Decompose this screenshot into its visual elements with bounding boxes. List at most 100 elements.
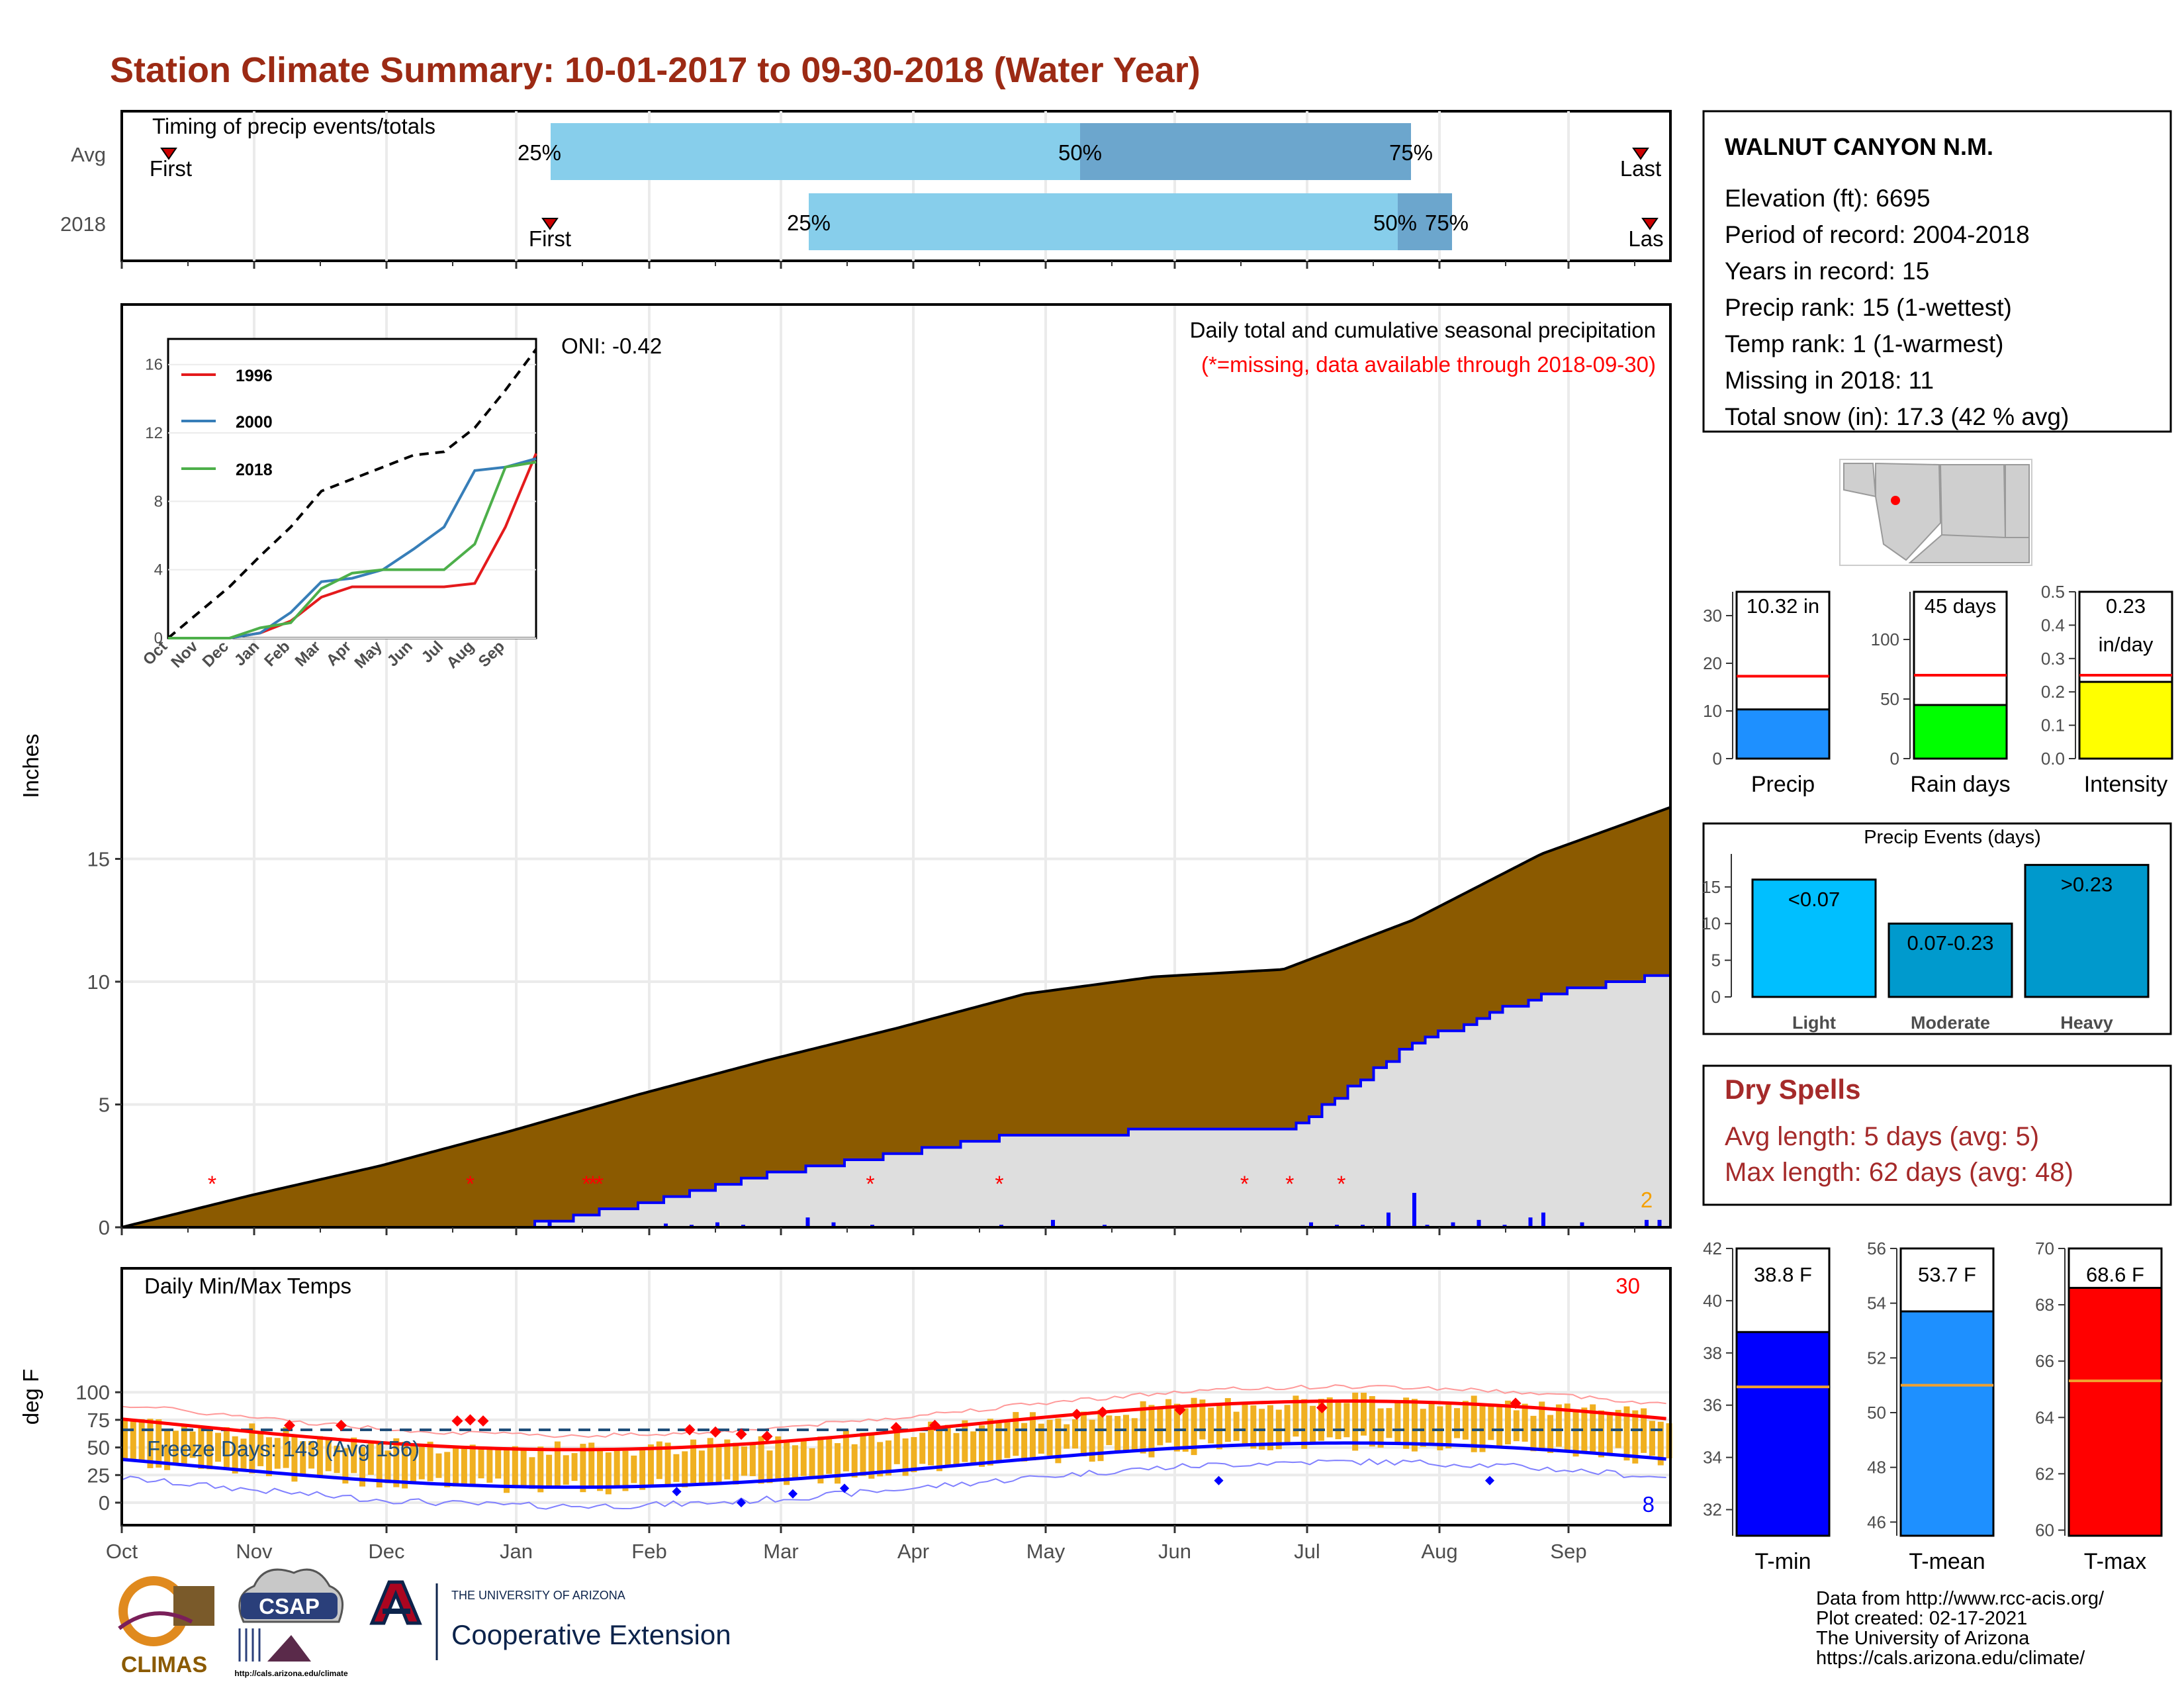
temp-range-bar xyxy=(749,1444,756,1476)
mini-bar-fill xyxy=(1913,704,2008,760)
temp-range-bar xyxy=(427,1441,433,1481)
csap-logo-text: CSAP xyxy=(259,1594,320,1618)
inset-ytick: 16 xyxy=(145,356,163,374)
daily-precip-bar xyxy=(831,1222,836,1227)
missing-marker: * xyxy=(595,1172,604,1197)
temp-range-bar xyxy=(461,1446,467,1487)
daily-precip-bar xyxy=(1657,1219,1662,1227)
temp-range-bar xyxy=(580,1444,586,1493)
daily-precip-bar xyxy=(547,1219,552,1227)
y2018-first-label: First xyxy=(529,226,571,251)
mini-bar-tick: 0.1 xyxy=(2041,716,2065,735)
temp-range-bar xyxy=(206,1430,213,1470)
temp-range-bar xyxy=(1122,1415,1129,1452)
locator-map xyxy=(1839,459,2032,566)
avg-quartile-25-50 xyxy=(551,123,1080,180)
missing-marker: * xyxy=(208,1172,216,1197)
temp-range-bar xyxy=(902,1438,909,1476)
temp-range-bar xyxy=(1055,1418,1062,1464)
month-tick: May xyxy=(1026,1540,1066,1563)
temp-range-bar xyxy=(826,1439,833,1474)
y2018-first-marker xyxy=(541,218,559,230)
temp-range-bar xyxy=(987,1419,993,1466)
ua-small-text: THE UNIVERSITY OF ARIZONA xyxy=(451,1589,625,1602)
temp-range-bar xyxy=(316,1436,323,1477)
temp-range-bar xyxy=(359,1446,366,1487)
temp-range-bar xyxy=(758,1436,764,1484)
temp-range-bar xyxy=(495,1447,502,1479)
record-high-marker xyxy=(465,1414,476,1426)
temp-range-bar xyxy=(911,1436,917,1472)
temp-range-bar xyxy=(1657,1421,1664,1466)
temp-range-bar xyxy=(1157,1407,1163,1446)
temp-range-bar xyxy=(215,1432,222,1462)
station-line-3: Precip rank: 15 (1-wettest) xyxy=(1725,294,2012,321)
missing-marker: * xyxy=(1337,1172,1345,1197)
temp-range-bar xyxy=(435,1453,442,1478)
mini-bar-label: Rain days xyxy=(1910,772,2010,797)
temp-range-bar xyxy=(342,1448,349,1484)
mini-bar-label: Intensity xyxy=(2084,772,2168,797)
temp-range-bar xyxy=(1301,1399,1308,1449)
temp-range-bar xyxy=(1004,1422,1011,1458)
temp-summary-tick: 46 xyxy=(1867,1512,1886,1532)
events-ytick: 15 xyxy=(1702,877,1721,897)
temp-range-bar xyxy=(1080,1411,1087,1457)
temp-range-bar xyxy=(1064,1424,1070,1449)
university-of-arizona-logo: THE UNIVERSITY OF ARIZONA Cooperative Ex… xyxy=(369,1580,731,1660)
temp-summary-fill xyxy=(1735,1331,1831,1537)
avg-first-label: First xyxy=(150,156,192,181)
mini-bar-tick: 30 xyxy=(1703,606,1722,626)
daily-precip-bar xyxy=(1412,1193,1416,1227)
mini-bar-2: 0.23 in/day 0.0 0.1 0.2 0.3 0.4 0.5 Intensity xyxy=(2041,582,2173,797)
record-high-marker xyxy=(1510,1397,1522,1409)
temp-summary-bar-2: 68.6 F 60 62 64 66 68 70 T-max xyxy=(2035,1239,2163,1574)
temp-range-bar xyxy=(418,1446,425,1479)
temp-range-bar xyxy=(334,1445,340,1474)
temp-range-bar xyxy=(1131,1418,1138,1450)
daily-precip-bar xyxy=(664,1223,668,1227)
mini-bar-0: 10.32 in 0 10 20 30 Precip xyxy=(1703,590,1831,797)
record-low-marker xyxy=(1214,1476,1224,1485)
precip-event-value: >0.23 xyxy=(2061,873,2113,896)
inset-month-tick: Mar xyxy=(292,637,324,670)
mini-bar-1: 45 days 0 50 100 Rain days xyxy=(1871,590,2011,797)
temp-range-bar xyxy=(698,1450,705,1483)
avg-p25-label: 25% xyxy=(518,140,561,165)
month-tick: Aug xyxy=(1421,1540,1457,1563)
temp-range-bar xyxy=(842,1430,849,1472)
inset-month-tick: Apr xyxy=(323,637,355,669)
temp-range-bar xyxy=(122,1419,128,1459)
temp-range-bar xyxy=(893,1431,900,1464)
temp-range-bar xyxy=(979,1425,985,1467)
y2018-p50-label: 50% xyxy=(1373,211,1417,235)
avg-first-marker xyxy=(160,148,177,160)
temp-summary-tick: 66 xyxy=(2035,1351,2054,1371)
temp-summary-tick: 48 xyxy=(1867,1458,1886,1477)
temp-range-bar xyxy=(1445,1405,1452,1448)
mini-bar-tick: 10 xyxy=(1703,701,1722,721)
precip-event-bar xyxy=(1751,878,1877,998)
inset-month-tick: Oct xyxy=(140,637,171,669)
record-high-line xyxy=(121,1384,1666,1438)
temp-range-bar xyxy=(1361,1392,1367,1436)
temp-range-bar xyxy=(1242,1403,1248,1446)
cold-count: 8 xyxy=(1643,1492,1655,1517)
temp-range-bar xyxy=(851,1444,858,1478)
hot-count: 30 xyxy=(1615,1274,1640,1298)
temp-range-bar xyxy=(766,1450,773,1483)
y2018-last-marker xyxy=(1641,218,1659,230)
month-tick: Apr xyxy=(897,1540,929,1563)
footer-line-1: Plot created: 02-17-2021 xyxy=(1816,1608,2027,1629)
events-ytick: 0 xyxy=(1711,987,1721,1007)
dry-spells-avg: Avg length: 5 days (avg: 5) xyxy=(1725,1122,2039,1151)
temp-range-bar xyxy=(614,1450,620,1486)
inset-legend-1996: 1996 xyxy=(236,367,273,385)
temp-ytick: 75 xyxy=(87,1409,110,1432)
mini-bar-tick: 0 xyxy=(1890,749,1899,769)
temp-range-bar xyxy=(724,1439,731,1479)
temp-range-bar xyxy=(1411,1399,1418,1452)
dry-spells-title: Dry Spells xyxy=(1725,1074,1860,1105)
temp-range-bar xyxy=(308,1440,315,1469)
